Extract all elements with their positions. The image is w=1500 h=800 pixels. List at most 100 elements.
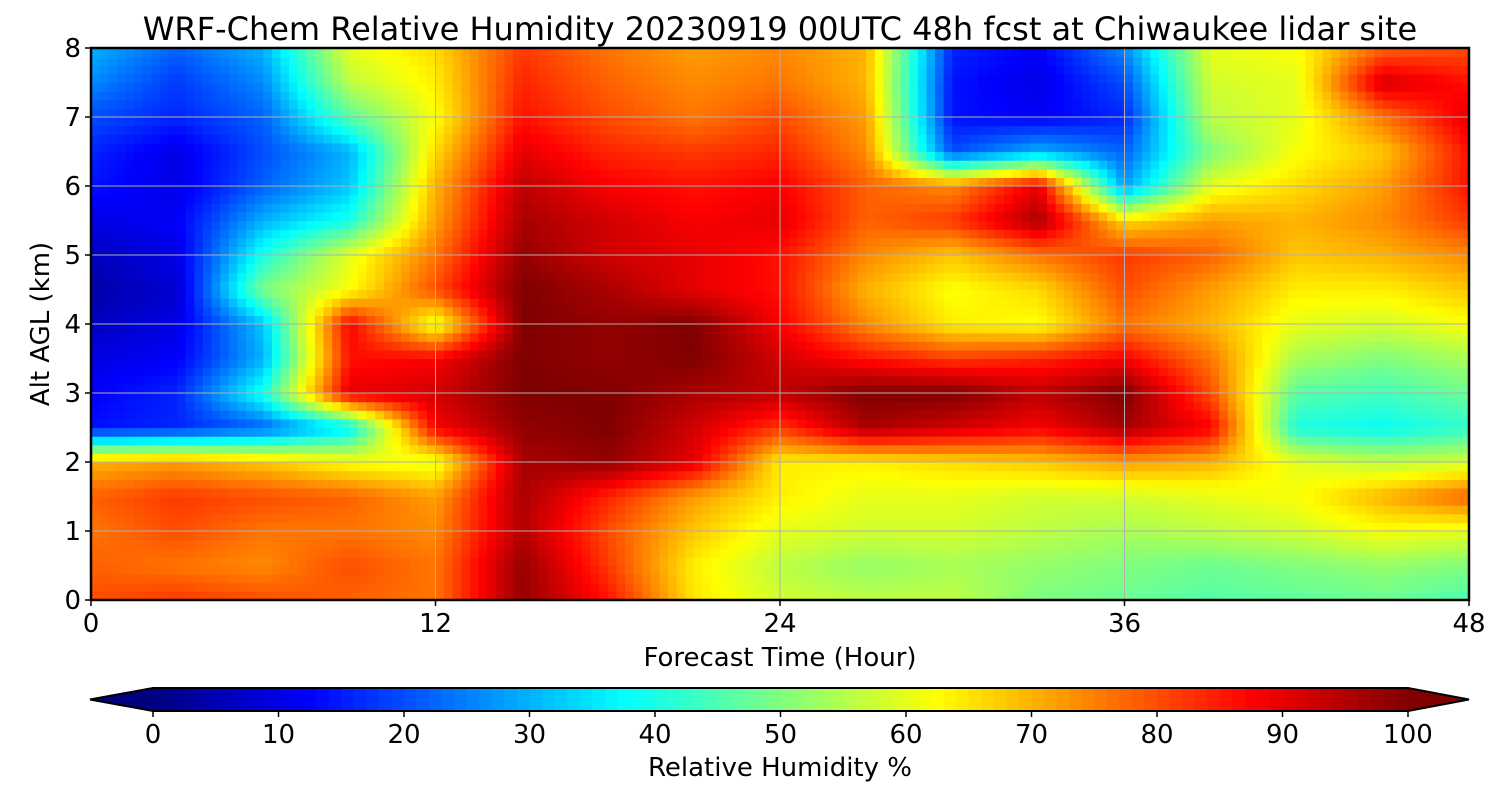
heatmap-cell xyxy=(1167,479,1177,489)
heatmap-cell xyxy=(952,531,962,541)
heatmap-cell xyxy=(1417,393,1427,403)
heatmap-cell xyxy=(668,436,678,446)
heatmap-cell xyxy=(745,418,755,429)
heatmap-cell xyxy=(926,470,936,480)
heatmap-cell xyxy=(211,341,221,351)
heatmap-cell xyxy=(573,444,583,454)
heatmap-cell xyxy=(1202,470,1212,480)
heatmap-cell xyxy=(883,539,893,549)
heatmap-cell xyxy=(349,401,359,411)
heatmap-cell xyxy=(754,418,764,429)
heatmap-cell xyxy=(1029,375,1039,385)
heatmap-cell xyxy=(1374,418,1384,429)
heatmap-cell xyxy=(142,367,152,377)
heatmap-cell xyxy=(116,556,127,567)
heatmap-cell xyxy=(538,427,549,437)
heatmap-cell xyxy=(134,462,144,472)
heatmap-cell xyxy=(1219,410,1229,420)
heatmap-cell xyxy=(418,556,428,567)
heatmap-cell xyxy=(116,522,127,532)
heatmap-cell xyxy=(1339,470,1350,480)
heatmap-cell xyxy=(633,548,643,558)
heatmap-cell xyxy=(349,556,359,567)
heatmap-cell xyxy=(1262,418,1272,429)
heatmap-cell xyxy=(306,505,316,515)
heatmap-cell xyxy=(1451,332,1461,342)
heatmap-cell xyxy=(159,367,170,377)
heatmap-cell xyxy=(1374,453,1384,463)
heatmap-cell xyxy=(487,505,497,515)
heatmap-cell xyxy=(1029,565,1039,575)
heatmap-cell xyxy=(1313,565,1324,575)
heatmap-cell xyxy=(366,565,376,575)
heatmap-cell xyxy=(495,591,505,600)
heatmap-cell xyxy=(805,479,816,489)
heatmap-cell xyxy=(159,479,170,489)
heatmap-cell xyxy=(624,341,635,351)
heatmap-cell xyxy=(1021,367,1031,377)
heatmap-cell xyxy=(719,513,729,523)
heatmap-cell xyxy=(719,479,729,489)
heatmap-cell xyxy=(1365,444,1375,454)
heatmap-cell xyxy=(857,410,867,420)
heatmap-cell xyxy=(581,505,592,515)
heatmap-cell xyxy=(340,548,350,558)
heatmap-cell xyxy=(1158,332,1169,342)
heatmap-cell xyxy=(1322,367,1332,377)
heatmap-cell xyxy=(573,574,583,584)
heatmap-cell xyxy=(1270,367,1281,377)
heatmap-cell xyxy=(1245,453,1255,463)
heatmap-cell xyxy=(1434,410,1444,420)
heatmap-cell xyxy=(177,410,187,420)
heatmap-cell xyxy=(926,531,936,541)
heatmap-cell xyxy=(1270,591,1281,600)
heatmap-cell xyxy=(513,436,523,446)
heatmap-cell xyxy=(668,367,678,377)
heatmap-cell xyxy=(1046,393,1057,403)
heatmap-cell xyxy=(1021,375,1031,385)
heatmap-cell xyxy=(1210,393,1220,403)
heatmap-cell xyxy=(1425,427,1436,437)
heatmap-cell xyxy=(1374,427,1384,437)
heatmap-cell xyxy=(650,470,661,480)
heatmap-cell xyxy=(1322,401,1332,411)
heatmap-cell xyxy=(1443,393,1453,403)
heatmap-cell xyxy=(1365,470,1375,480)
heatmap-cell xyxy=(461,565,471,575)
heatmap-cell xyxy=(1382,470,1393,480)
heatmap-cell xyxy=(1158,358,1169,368)
heatmap-cell xyxy=(642,384,652,394)
heatmap-cell xyxy=(866,453,876,463)
heatmap-cell xyxy=(642,522,652,532)
heatmap-cell xyxy=(1374,358,1384,368)
heatmap-cell xyxy=(513,548,523,558)
heatmap-cell xyxy=(237,332,247,342)
heatmap-cell xyxy=(788,582,798,592)
heatmap-cell xyxy=(909,462,919,472)
heatmap-cell xyxy=(728,393,738,403)
heatmap-cell xyxy=(409,531,419,541)
heatmap-cell xyxy=(840,574,850,584)
heatmap-cell xyxy=(891,393,902,403)
heatmap-cell xyxy=(1322,393,1332,403)
heatmap-cell xyxy=(883,513,893,523)
heatmap-cell xyxy=(332,401,342,411)
heatmap-cell xyxy=(1150,393,1160,403)
heatmap-cell xyxy=(1288,384,1298,394)
heatmap-cell xyxy=(581,496,592,506)
heatmap-cell xyxy=(857,332,867,342)
heatmap-cell xyxy=(134,591,144,600)
heatmap-cell xyxy=(1193,470,1203,480)
heatmap-cell xyxy=(711,548,721,558)
heatmap-cell xyxy=(616,470,626,480)
heatmap-cell xyxy=(228,436,239,446)
heatmap-cell xyxy=(1098,574,1108,584)
heatmap-cell xyxy=(366,539,376,549)
heatmap-cell xyxy=(495,436,505,446)
heatmap-cell xyxy=(125,582,135,592)
heatmap-cell xyxy=(702,513,712,523)
heatmap-cell xyxy=(513,479,523,489)
heatmap-cell xyxy=(418,436,428,446)
heatmap-cell xyxy=(1279,375,1289,385)
heatmap-cell xyxy=(134,470,144,480)
